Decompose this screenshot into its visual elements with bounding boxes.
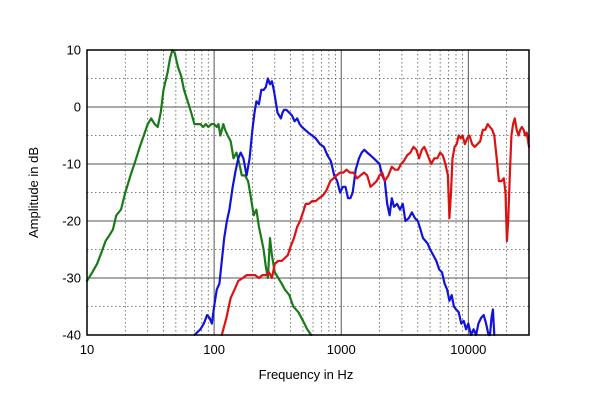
x-tick-label: 1000 (327, 342, 356, 357)
y-tick-label: -40 (62, 328, 81, 343)
x-axis-title: Frequency in Hz (259, 367, 354, 382)
x-tick-label: 10000 (450, 342, 486, 357)
minor-grid-x (124, 50, 508, 335)
minor-grid-y (87, 78, 529, 307)
series-line-3 (220, 117, 531, 337)
x-tick-labels: 10 100 1000 10000 (80, 342, 487, 357)
x-tick-label: 100 (203, 342, 225, 357)
y-tick-label: 10 (67, 43, 81, 58)
series-layer (85, 48, 531, 337)
series-line-1 (85, 48, 313, 337)
y-tick-labels: 10 0 -10 -20 -30 -40 (62, 43, 81, 343)
plot-frame (86, 49, 530, 336)
series-line-2 (193, 77, 496, 337)
y-axis-title: Amplitude in dB (26, 147, 41, 238)
y-tick-label: -30 (62, 271, 81, 286)
x-tick-label: 10 (80, 342, 94, 357)
y-tick-label: 0 (74, 100, 81, 115)
y-tick-label: -10 (62, 157, 81, 172)
y-tick-label: -20 (62, 214, 81, 229)
